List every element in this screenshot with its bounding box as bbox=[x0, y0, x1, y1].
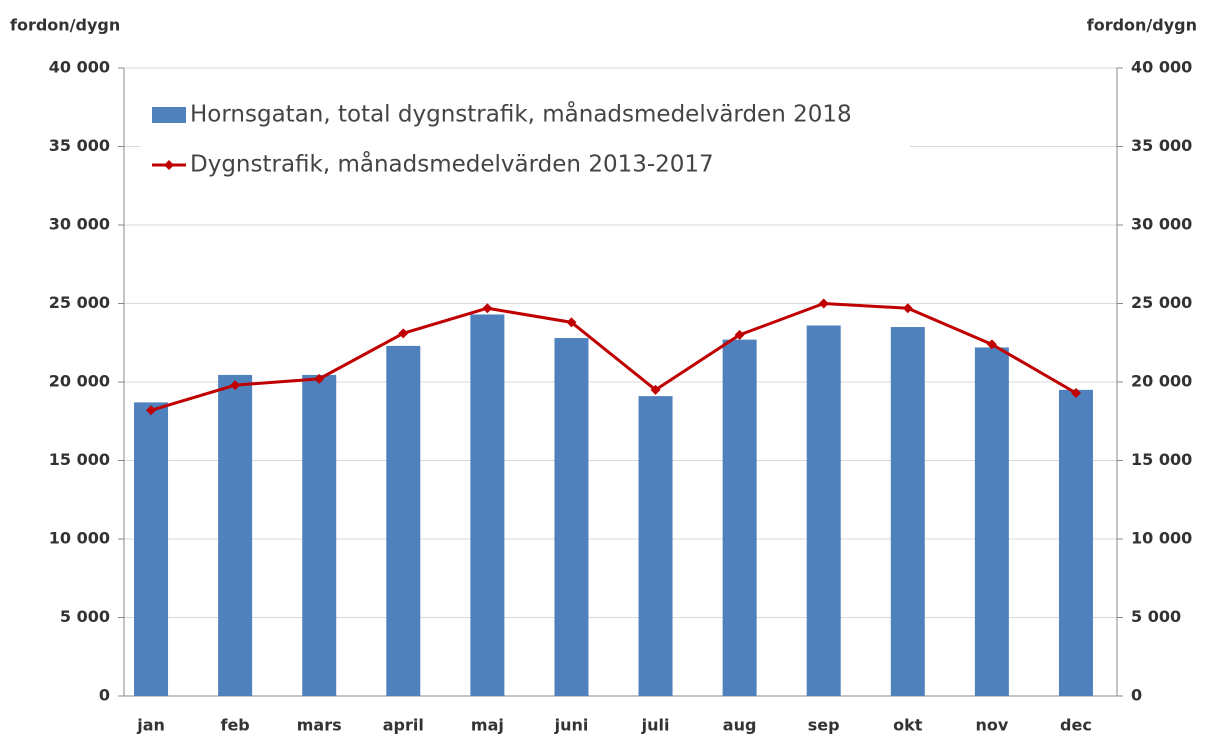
x-tick-label: aug bbox=[723, 716, 757, 735]
bar bbox=[806, 325, 841, 696]
y2-tick-label: 15 000 bbox=[1131, 450, 1192, 469]
x-tick-label: jan bbox=[136, 716, 165, 735]
y-tick-label: 15 000 bbox=[49, 450, 110, 469]
x-tick-label: maj bbox=[471, 716, 504, 735]
y-tick-label: 30 000 bbox=[49, 215, 110, 234]
y2-tick-label: 25 000 bbox=[1131, 293, 1192, 312]
y-tick-label: 20 000 bbox=[49, 372, 110, 391]
x-tick-label: juli bbox=[641, 716, 670, 735]
y2-tick-label: 0 bbox=[1131, 686, 1142, 705]
bar bbox=[218, 374, 253, 696]
legend-marker bbox=[164, 160, 174, 170]
marker bbox=[818, 298, 829, 309]
marker bbox=[230, 380, 241, 391]
bar bbox=[1058, 389, 1093, 696]
legend-box bbox=[140, 88, 910, 190]
x-tick-label: juni bbox=[554, 716, 589, 735]
bar bbox=[302, 374, 337, 696]
y2-tick-label: 30 000 bbox=[1131, 215, 1192, 234]
legend: Hornsgatan, total dygnstrafik, månadsmed… bbox=[140, 88, 910, 190]
legend-label: Dygnstrafik, månadsmedelvärden 2013-2017 bbox=[190, 150, 714, 178]
y2-axis-title: fordon/dygn bbox=[1087, 16, 1197, 35]
marker bbox=[146, 405, 157, 416]
y-tick-label: 35 000 bbox=[49, 136, 110, 155]
y2-tick-label: 10 000 bbox=[1131, 529, 1192, 548]
y2-tick-label: 35 000 bbox=[1131, 136, 1192, 155]
y-tick-label: 5 000 bbox=[60, 607, 110, 626]
marker bbox=[314, 373, 325, 384]
x-tick-label: sep bbox=[808, 716, 840, 735]
bar bbox=[554, 338, 589, 696]
bar bbox=[722, 339, 757, 696]
legend-swatch bbox=[152, 107, 186, 123]
legend-label: Hornsgatan, total dygnstrafik, månadsmed… bbox=[190, 100, 852, 128]
y-tick-label: 0 bbox=[99, 686, 110, 705]
marker bbox=[734, 329, 745, 340]
marker bbox=[566, 317, 577, 328]
marker bbox=[902, 303, 913, 314]
bar bbox=[470, 314, 505, 696]
x-tick-label: feb bbox=[220, 716, 249, 735]
x-tick-label: nov bbox=[975, 716, 1008, 735]
y-axis-title: fordon/dygn bbox=[10, 16, 120, 35]
x-tick-label: dec bbox=[1060, 716, 1092, 735]
marker bbox=[1070, 387, 1081, 398]
bar bbox=[134, 402, 169, 696]
marker bbox=[398, 328, 409, 339]
y2-tick-label: 40 000 bbox=[1131, 58, 1192, 77]
line bbox=[150, 301, 1077, 412]
x-tick-label: april bbox=[383, 716, 424, 735]
bar bbox=[386, 345, 421, 696]
y-tick-label: 40 000 bbox=[49, 58, 110, 77]
marker bbox=[650, 384, 661, 395]
x-tick-label: okt bbox=[893, 716, 923, 735]
y-tick-label: 25 000 bbox=[49, 293, 110, 312]
y2-tick-label: 20 000 bbox=[1131, 372, 1192, 391]
bar bbox=[638, 396, 673, 696]
y2-tick-label: 5 000 bbox=[1131, 607, 1181, 626]
y-tick-label: 10 000 bbox=[49, 529, 110, 548]
bar bbox=[890, 327, 925, 696]
bar bbox=[974, 347, 1009, 696]
marker bbox=[986, 339, 997, 350]
marker bbox=[482, 303, 493, 314]
x-tick-label: mars bbox=[297, 716, 342, 735]
